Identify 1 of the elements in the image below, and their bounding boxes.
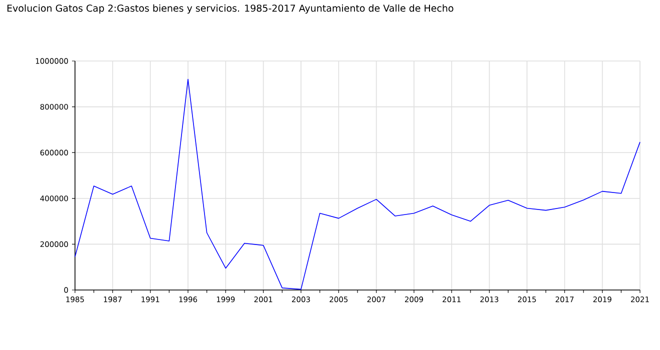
chart-title: Evolucion Gatos Cap 2:Gastos bienes y servicios. 1985-2017 Ayuntamiento de Valle de Hecho bbox=[7, 4, 454, 14]
